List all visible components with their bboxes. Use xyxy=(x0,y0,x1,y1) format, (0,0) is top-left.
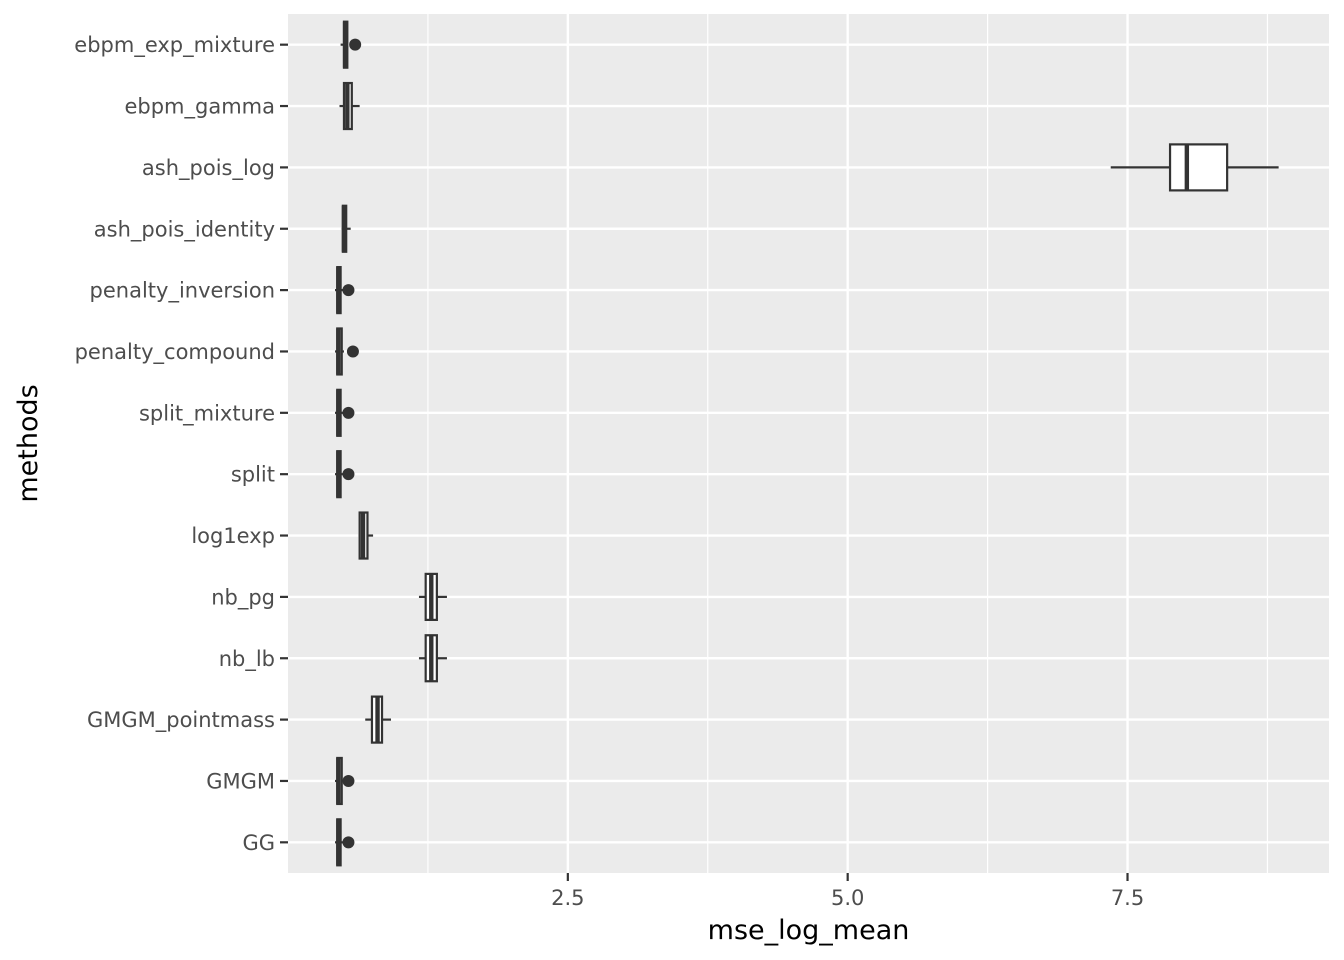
y-tick-label: split xyxy=(231,463,275,487)
box-nb_pg xyxy=(418,572,447,621)
box-split_mixture xyxy=(335,388,355,437)
box-ash_pois_log xyxy=(1110,143,1279,192)
y-tick-label: ebpm_gamma xyxy=(124,95,275,120)
y-tick-label: ebpm_exp_mixture xyxy=(74,33,275,58)
y-tick-label: GG xyxy=(242,831,275,855)
y-tick-label: split_mixture xyxy=(139,401,275,426)
box-GG xyxy=(335,818,355,867)
x-axis-title: mse_log_mean xyxy=(708,915,910,946)
outlier-point xyxy=(342,468,355,481)
y-axis: ebpm_exp_mixture ebpm_gamma ash_pois_logas… xyxy=(74,33,288,855)
major-gridlines xyxy=(288,14,1329,873)
outlier-point xyxy=(342,284,355,297)
y-tick-label: nb_lb xyxy=(219,647,275,672)
outlier-point xyxy=(342,774,355,787)
y-tick-label: ash_pois_log xyxy=(142,156,275,181)
box-series xyxy=(335,20,1279,867)
y-tick-label: penalty_compound xyxy=(75,340,275,365)
minor-gridlines xyxy=(427,14,1269,873)
y-tick-label: GMGM xyxy=(206,769,275,793)
x-axis: 2.5 5.0 7.5 xyxy=(551,873,1144,910)
plot-panel xyxy=(288,14,1329,873)
x-tick-label: 2.5 xyxy=(551,886,584,910)
box-split xyxy=(335,450,355,499)
box-iqr xyxy=(1168,143,1229,192)
outlier-point xyxy=(342,406,355,419)
box-penalty_compound xyxy=(335,327,359,376)
box-GMGM_pointmass xyxy=(365,695,391,744)
y-tick-label: ash_pois_identity xyxy=(94,217,275,242)
box-ash_pois_identity xyxy=(341,204,351,253)
box-GMGM xyxy=(335,756,355,806)
box-log1exp xyxy=(358,511,374,560)
x-tick-label: 7.5 xyxy=(1111,886,1144,910)
box-ebpm_exp_mixture xyxy=(340,20,362,69)
box-nb_lb xyxy=(418,634,447,683)
x-tick-label: 5.0 xyxy=(831,886,864,910)
y-tick-label: nb_pg xyxy=(211,585,275,610)
y-tick-label: penalty_inversion xyxy=(90,279,275,304)
box-penalty_inversion xyxy=(335,266,355,315)
box-ebpm_gamma xyxy=(339,81,360,131)
outlier-point xyxy=(342,836,355,849)
y-axis-title: methods xyxy=(13,384,44,502)
outlier-point xyxy=(349,38,362,51)
y-tick-label: log1exp xyxy=(191,524,275,548)
y-tick-label: GMGM_pointmass xyxy=(87,708,275,733)
outlier-point xyxy=(346,345,359,358)
